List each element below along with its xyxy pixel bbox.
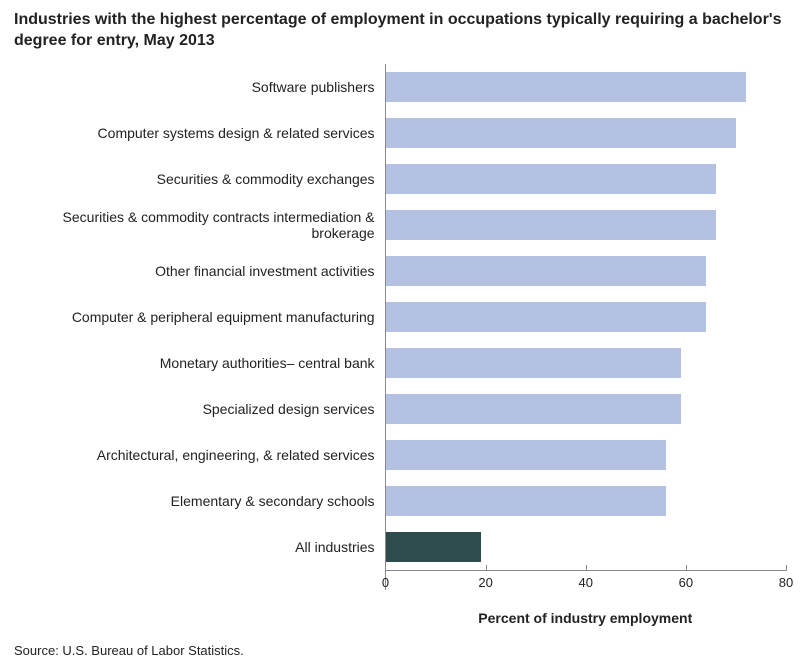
bar bbox=[386, 532, 481, 562]
bar-label: Monetary authorities– central bank bbox=[14, 355, 385, 371]
bar bbox=[386, 348, 681, 378]
bar-track bbox=[385, 156, 786, 202]
bar-label: Other financial investment activities bbox=[14, 263, 385, 279]
bar-label: Securities & commodity contracts interme… bbox=[14, 209, 385, 241]
bar bbox=[386, 440, 666, 470]
chart-title: Industries with the highest percentage o… bbox=[0, 0, 800, 56]
bar-track bbox=[385, 110, 786, 156]
bar-track bbox=[385, 248, 786, 294]
bar-label: Specialized design services bbox=[14, 401, 385, 417]
bar-track bbox=[385, 524, 786, 570]
x-tick-label: 40 bbox=[579, 575, 593, 590]
bar-track bbox=[385, 294, 786, 340]
bar-track bbox=[385, 340, 786, 386]
bar-track bbox=[385, 432, 786, 478]
bar-row: Securities & commodity exchanges bbox=[14, 156, 786, 202]
bar-row: Other financial investment activities bbox=[14, 248, 786, 294]
bar-track bbox=[385, 64, 786, 110]
bar-track bbox=[385, 386, 786, 432]
bar-row: Architectural, engineering, & related se… bbox=[14, 432, 786, 478]
bar-row: All industries bbox=[14, 524, 786, 570]
x-tick-label: 60 bbox=[679, 575, 693, 590]
bar-track bbox=[385, 478, 786, 524]
x-tick bbox=[586, 565, 587, 571]
bar bbox=[386, 210, 716, 240]
bar bbox=[386, 394, 681, 424]
bar bbox=[386, 164, 716, 194]
chart-area: Software publishers Computer systems desi… bbox=[14, 64, 786, 608]
x-tick-label: 80 bbox=[779, 575, 793, 590]
x-tick bbox=[486, 565, 487, 571]
x-tick bbox=[686, 565, 687, 571]
bar-track bbox=[385, 202, 786, 248]
x-axis-label: Percent of industry employment bbox=[385, 610, 786, 626]
bar bbox=[386, 72, 746, 102]
bar-row: Software publishers bbox=[14, 64, 786, 110]
bar-row: Monetary authorities– central bank bbox=[14, 340, 786, 386]
bar-label: Software publishers bbox=[14, 79, 385, 95]
bar-label: Elementary & secondary schools bbox=[14, 493, 385, 509]
bar-row: Securities & commodity contracts interme… bbox=[14, 202, 786, 248]
bar-row: Elementary & secondary schools bbox=[14, 478, 786, 524]
chart-source: Source: U.S. Bureau of Labor Statistics. bbox=[14, 643, 244, 658]
bar-label: Computer systems design & related servic… bbox=[14, 125, 385, 141]
bar-label: Architectural, engineering, & related se… bbox=[14, 447, 385, 463]
bar bbox=[386, 256, 706, 286]
bar-label: Securities & commodity exchanges bbox=[14, 171, 385, 187]
bar-row: Computer & peripheral equipment manufact… bbox=[14, 294, 786, 340]
x-axis: 020406080 bbox=[14, 570, 786, 590]
bar bbox=[386, 302, 706, 332]
x-tick-label: 0 bbox=[382, 575, 389, 590]
bar-row: Computer systems design & related servic… bbox=[14, 110, 786, 156]
bar-row: Specialized design services bbox=[14, 386, 786, 432]
bar-label: Computer & peripheral equipment manufact… bbox=[14, 309, 385, 325]
bar-label: All industries bbox=[14, 539, 385, 555]
x-tick bbox=[786, 565, 787, 571]
bar bbox=[386, 118, 736, 148]
bar bbox=[386, 486, 666, 516]
x-tick-label: 20 bbox=[478, 575, 492, 590]
